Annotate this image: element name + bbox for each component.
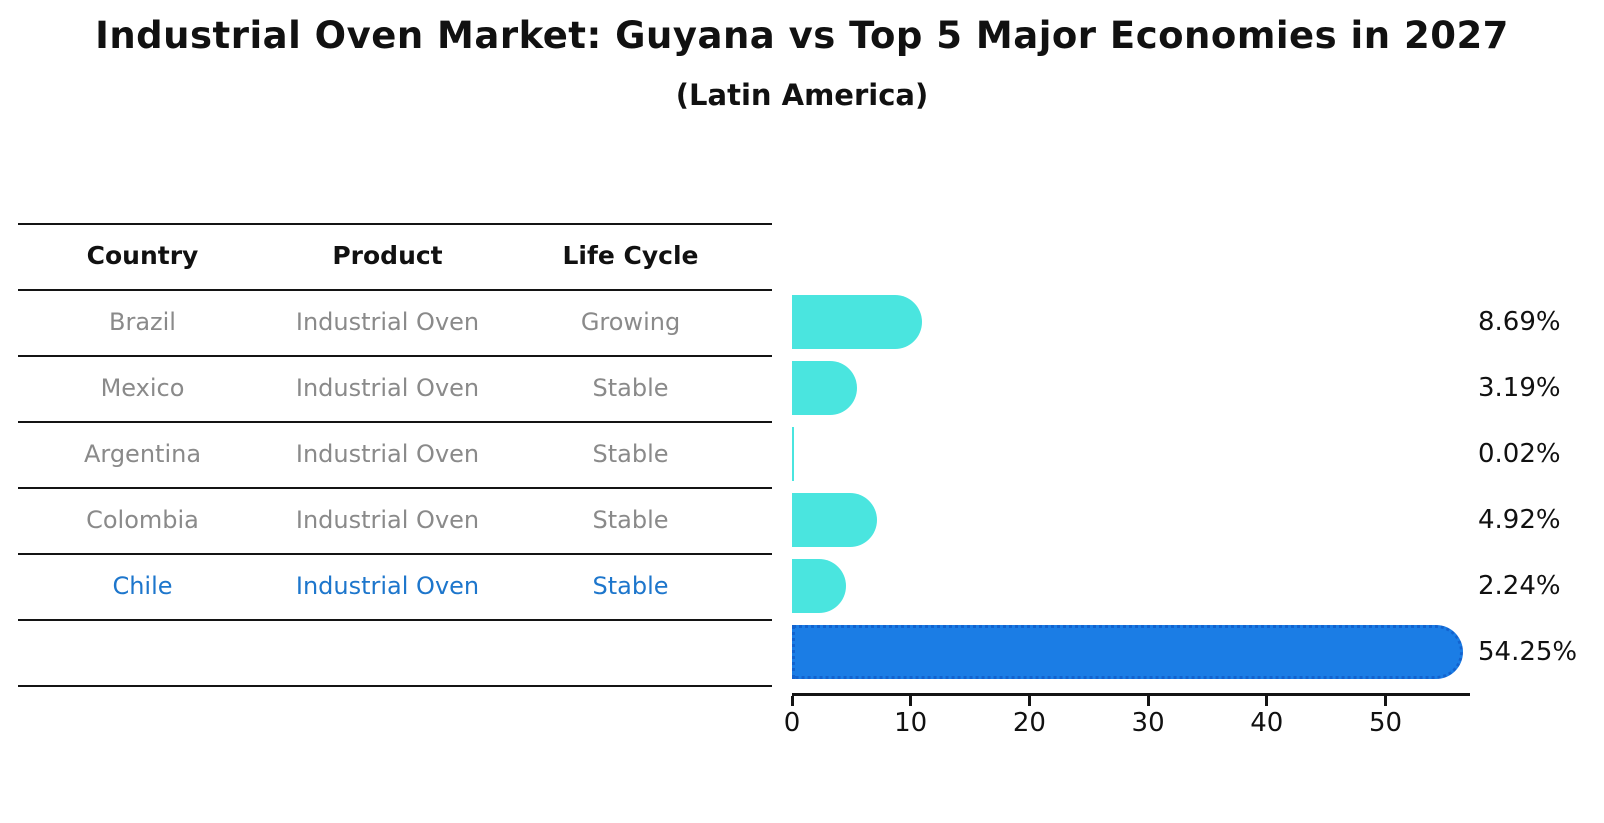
value-label: 3.19% [1478, 373, 1561, 403]
x-axis-tick-label: 40 [1250, 708, 1284, 738]
table-cell-life-cycle: Stable [592, 440, 669, 468]
bar-brazil [792, 295, 923, 349]
table-divider [18, 487, 772, 489]
bar-chile [792, 559, 846, 613]
table-cell-product: Industrial Oven [295, 506, 480, 534]
chart-subtitle: (Latin America) [675, 78, 929, 112]
table-cell-country: Colombia [86, 506, 199, 534]
value-label: 2.24% [1478, 571, 1561, 601]
value-label: 4.92% [1478, 505, 1561, 535]
table-cell-life-cycle: Stable [592, 506, 669, 534]
x-axis-tick [1027, 696, 1031, 706]
bar-guyana [792, 625, 1463, 679]
table-divider [18, 685, 772, 687]
table-cell-product: Industrial Oven [295, 374, 480, 402]
table-cell-country [20, 635, 265, 669]
table-cell-country: Mexico [100, 374, 185, 402]
x-axis-tick-label: 20 [1012, 708, 1046, 738]
column-header-life-cycle: Life Cycle [562, 241, 699, 270]
x-axis-tick [1146, 696, 1150, 706]
table-divider [18, 223, 772, 225]
table-cell-life-cycle: Stable [592, 572, 669, 600]
table-cell-product [265, 635, 510, 669]
table-divider [18, 619, 772, 621]
value-label: 8.69% [1478, 307, 1561, 337]
table-cell-product: Industrial Oven [295, 308, 480, 336]
table-cell-country: Brazil [109, 308, 176, 336]
x-axis-tick [790, 696, 794, 706]
x-axis-line [792, 693, 1470, 696]
value-label: 54.25% [1478, 637, 1578, 667]
table-cell-product: Industrial Oven [295, 440, 480, 468]
column-header-country: Country [86, 241, 199, 270]
table-cell-life-cycle: Growing [580, 308, 681, 336]
table-cell-product: Industrial Oven [295, 572, 480, 600]
chart-title: Industrial Oven Market: Guyana vs Top 5 … [95, 14, 1509, 57]
x-axis-tick [1384, 696, 1387, 706]
table-cell-country: Argentina [83, 440, 202, 468]
table-cell-country: Chile [112, 572, 173, 600]
x-axis-tick-label: 10 [894, 708, 928, 738]
x-axis-tick [1265, 696, 1269, 706]
x-axis-tick-label: 50 [1368, 708, 1403, 738]
table-divider [18, 289, 772, 291]
value-label: 0.02% [1478, 439, 1561, 469]
table-cell-life-cycle [508, 635, 753, 669]
table-divider [18, 355, 772, 357]
x-axis-tick [909, 696, 913, 706]
table-divider [18, 553, 772, 555]
bar-mexico [792, 361, 857, 415]
column-header-product: Product [332, 241, 443, 270]
x-axis-tick-label: 0 [783, 708, 801, 738]
bar-colombia [792, 493, 878, 547]
table-divider [18, 421, 772, 423]
x-axis-tick-label: 30 [1131, 708, 1165, 738]
bar-argentina [792, 427, 794, 481]
table-cell-life-cycle: Stable [592, 374, 669, 402]
